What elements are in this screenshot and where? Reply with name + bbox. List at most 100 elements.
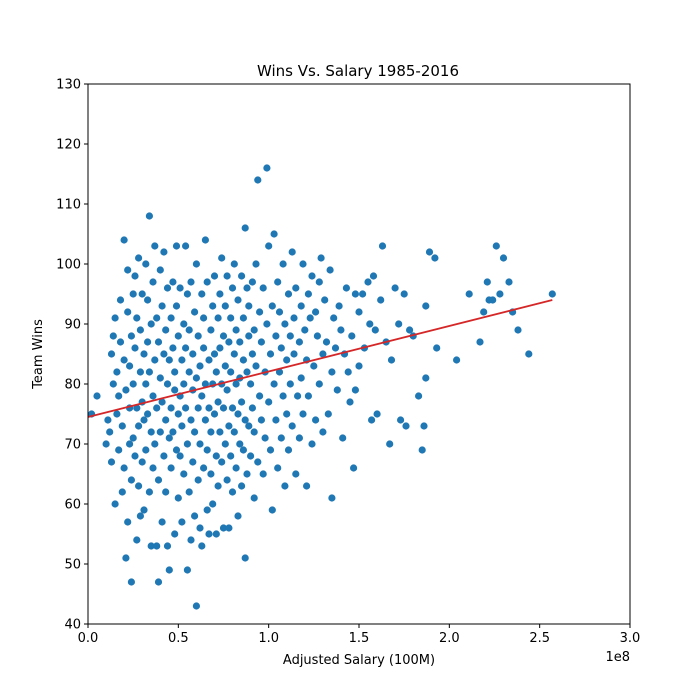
data-point (122, 386, 130, 394)
data-point (144, 410, 152, 418)
data-point (109, 332, 117, 340)
data-point (297, 302, 305, 310)
data-point (492, 242, 500, 250)
data-point (183, 566, 191, 574)
data-point (198, 542, 206, 550)
data-point (232, 464, 240, 472)
data-point (279, 392, 287, 400)
data-point (163, 380, 172, 388)
data-point (312, 416, 320, 424)
data-point (303, 482, 311, 490)
data-point (227, 452, 235, 460)
data-point (156, 428, 164, 436)
data-point (350, 464, 358, 472)
data-point (116, 296, 125, 304)
data-point (104, 416, 112, 424)
data-point (129, 380, 137, 388)
data-point (145, 488, 153, 496)
data-point (230, 350, 238, 358)
data-point (465, 290, 473, 298)
data-point (200, 464, 208, 472)
data-point (422, 302, 430, 310)
data-point (359, 290, 367, 298)
data-point (214, 314, 222, 322)
data-point (185, 488, 193, 496)
data-point (306, 314, 314, 322)
data-point (227, 314, 235, 322)
data-point (162, 488, 170, 496)
data-point (548, 290, 556, 298)
data-point (228, 488, 237, 496)
data-point (133, 404, 141, 412)
data-point (120, 356, 128, 364)
data-point (133, 536, 141, 544)
data-point (153, 404, 161, 412)
data-point (129, 434, 137, 442)
data-point (192, 374, 200, 382)
data-point (140, 350, 148, 358)
data-point (165, 566, 173, 574)
data-point (194, 404, 202, 412)
data-point (228, 284, 237, 292)
x-axis: 0.0 0.5 1.0 1.5 2.0 2.5 3.0 (78, 624, 640, 646)
data-point (167, 404, 175, 412)
data-point (135, 254, 143, 262)
data-point (241, 416, 249, 424)
data-point (160, 350, 168, 358)
data-point (131, 344, 139, 352)
data-point (127, 578, 135, 586)
data-point (180, 380, 188, 388)
data-point (279, 260, 287, 268)
data-point (310, 362, 318, 370)
data-point (167, 464, 175, 472)
data-point (160, 248, 168, 256)
data-point (178, 422, 186, 430)
data-point (200, 314, 208, 322)
data-point (505, 278, 513, 286)
data-point (281, 320, 289, 328)
data-point (109, 380, 117, 388)
data-point (156, 374, 164, 382)
x-tick-label: 0.5 (168, 631, 189, 646)
data-point (180, 320, 188, 328)
data-point (245, 302, 253, 310)
data-point (422, 374, 430, 382)
data-point (355, 362, 363, 370)
data-point (317, 254, 325, 262)
data-point (187, 536, 195, 544)
data-point (272, 416, 280, 424)
data-point (147, 542, 155, 550)
data-point (151, 440, 159, 448)
data-point (145, 368, 153, 376)
data-point (373, 410, 381, 418)
data-point (245, 332, 253, 340)
data-point (149, 278, 157, 286)
data-point (263, 164, 271, 172)
data-point (397, 416, 405, 424)
data-point (116, 338, 125, 346)
data-point (172, 446, 181, 454)
data-point (191, 308, 199, 316)
data-point (205, 404, 213, 412)
data-point (187, 278, 195, 286)
data-point (241, 554, 249, 562)
data-point (185, 326, 193, 334)
data-point (158, 518, 166, 526)
data-point (230, 428, 238, 436)
data-point (236, 440, 244, 448)
data-point (212, 530, 220, 538)
data-point (131, 452, 139, 460)
y-tick-label: 60 (64, 498, 81, 513)
data-point (219, 404, 228, 412)
data-point (158, 302, 166, 310)
data-point (304, 290, 312, 298)
data-point (156, 266, 164, 274)
data-point (483, 278, 491, 286)
x-axis-title: Adjusted Salary (100M) (283, 653, 435, 668)
data-point (283, 356, 291, 364)
data-point (207, 428, 215, 436)
data-point (210, 272, 219, 280)
data-point (154, 476, 163, 484)
data-point (201, 380, 209, 388)
data-point (136, 512, 144, 520)
